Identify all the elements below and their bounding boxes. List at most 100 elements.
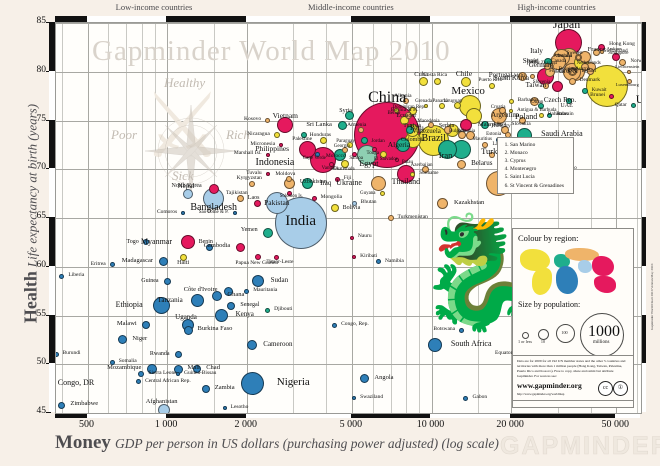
country-bubble[interactable] — [372, 147, 378, 153]
country-bubble[interactable] — [147, 364, 158, 375]
country-bubble[interactable] — [443, 126, 452, 135]
country-bubble[interactable] — [176, 372, 181, 376]
country-bubble[interactable] — [141, 321, 150, 330]
country-bubble[interactable] — [402, 98, 409, 104]
country-bubble[interactable] — [159, 257, 169, 267]
country-bubble[interactable] — [508, 98, 514, 104]
country-bubble[interactable] — [547, 113, 553, 119]
country-bubble[interactable] — [240, 372, 264, 396]
country-bubble[interactable] — [174, 351, 182, 358]
country-bubble[interactable] — [370, 176, 386, 192]
gapminder-worldmap-url[interactable]: http://www.gapminder.org/worldmap — [517, 392, 565, 397]
country-bubble[interactable] — [599, 50, 604, 55]
country-bubble[interactable] — [214, 309, 228, 322]
country-bubble[interactable] — [457, 131, 466, 140]
country-bubble[interactable] — [109, 359, 115, 365]
country-bubble[interactable] — [265, 152, 270, 157]
country-bubble[interactable] — [181, 235, 196, 250]
country-bubble[interactable] — [254, 199, 262, 207]
country-bubble[interactable] — [379, 191, 385, 197]
country-bubble[interactable] — [612, 53, 621, 62]
country-bubble[interactable] — [427, 337, 442, 352]
country-bubble[interactable] — [247, 339, 258, 350]
country-bubble[interactable] — [254, 254, 261, 260]
country-bubble[interactable] — [356, 144, 377, 165]
country-bubble[interactable] — [433, 78, 441, 85]
country-bubble[interactable] — [109, 262, 115, 268]
country-bubble[interactable] — [509, 108, 514, 113]
country-bubble[interactable] — [489, 83, 496, 90]
country-bubble[interactable] — [627, 69, 632, 74]
country-bubble[interactable] — [236, 242, 246, 252]
country-bubble[interactable] — [329, 161, 335, 167]
country-bubble[interactable] — [223, 286, 233, 296]
country-bubble[interactable] — [142, 239, 149, 246]
country-bubble[interactable] — [518, 117, 526, 124]
country-bubble[interactable] — [489, 151, 496, 158]
country-bubble[interactable] — [453, 102, 461, 110]
country-bubble[interactable] — [482, 141, 489, 148]
country-bubble[interactable] — [626, 79, 632, 84]
country-bubble[interactable] — [249, 180, 256, 187]
country-bubble[interactable] — [265, 308, 271, 314]
country-bubble[interactable] — [163, 277, 171, 285]
country-bubble[interactable] — [251, 275, 264, 288]
country-bubble[interactable] — [423, 103, 428, 108]
country-bubble[interactable] — [538, 102, 545, 109]
country-bubble[interactable] — [193, 365, 202, 374]
country-bubble[interactable] — [183, 188, 194, 199]
country-bubble[interactable] — [399, 116, 409, 125]
country-bubble[interactable] — [181, 211, 186, 216]
country-bubble[interactable] — [459, 119, 472, 132]
country-bubble[interactable] — [375, 259, 381, 265]
country-bubble[interactable] — [352, 396, 357, 401]
country-bubble[interactable] — [395, 137, 410, 152]
country-bubble[interactable] — [360, 374, 370, 384]
country-bubble[interactable] — [277, 117, 294, 134]
country-bubble[interactable] — [201, 384, 210, 393]
country-bubble[interactable] — [345, 111, 355, 121]
country-bubble[interactable] — [265, 192, 288, 215]
country-bubble[interactable] — [206, 243, 214, 251]
country-bubble[interactable] — [529, 96, 539, 106]
country-bubble[interactable] — [576, 54, 582, 60]
country-bubble[interactable] — [352, 255, 357, 259]
country-bubble[interactable] — [405, 112, 413, 120]
country-bubble[interactable] — [408, 106, 417, 115]
country-bubble[interactable] — [332, 322, 338, 328]
country-bubble[interactable] — [227, 301, 236, 310]
country-bubble[interactable] — [274, 254, 280, 260]
country-bubble[interactable] — [340, 160, 349, 169]
country-bubble[interactable] — [357, 127, 364, 134]
country-bubble[interactable] — [273, 132, 280, 139]
country-bubble[interactable] — [286, 191, 292, 197]
country-bubble[interactable] — [418, 77, 428, 86]
country-bubble[interactable] — [459, 327, 465, 333]
country-bubble[interactable] — [208, 183, 219, 194]
country-bubble[interactable] — [465, 130, 475, 140]
country-bubble[interactable] — [580, 62, 589, 71]
country-bubble[interactable] — [568, 68, 576, 76]
country-bubble[interactable] — [463, 395, 469, 401]
country-bubble[interactable] — [457, 159, 467, 169]
country-bubble[interactable] — [265, 118, 271, 123]
country-bubble[interactable] — [265, 172, 270, 177]
country-bubble[interactable] — [438, 140, 458, 160]
country-bubble[interactable] — [436, 197, 448, 209]
country-bubble[interactable] — [346, 141, 353, 148]
country-bubble[interactable] — [609, 93, 615, 99]
country-bubble[interactable] — [529, 74, 535, 80]
country-bubble[interactable] — [439, 102, 446, 109]
country-bubble[interactable] — [279, 142, 284, 147]
country-bubble[interactable] — [334, 176, 340, 182]
country-bubble[interactable] — [262, 227, 273, 238]
country-bubble[interactable] — [565, 98, 572, 104]
country-bubble[interactable] — [349, 235, 354, 240]
country-bubble[interactable] — [361, 136, 369, 144]
gapminder-url[interactable]: www.gapminder.org — [517, 381, 582, 391]
country-bubble[interactable] — [542, 83, 549, 90]
country-bubble[interactable] — [319, 136, 327, 144]
country-bubble[interactable] — [58, 401, 66, 409]
country-bubble[interactable] — [212, 291, 223, 301]
country-bubble[interactable] — [337, 120, 347, 130]
